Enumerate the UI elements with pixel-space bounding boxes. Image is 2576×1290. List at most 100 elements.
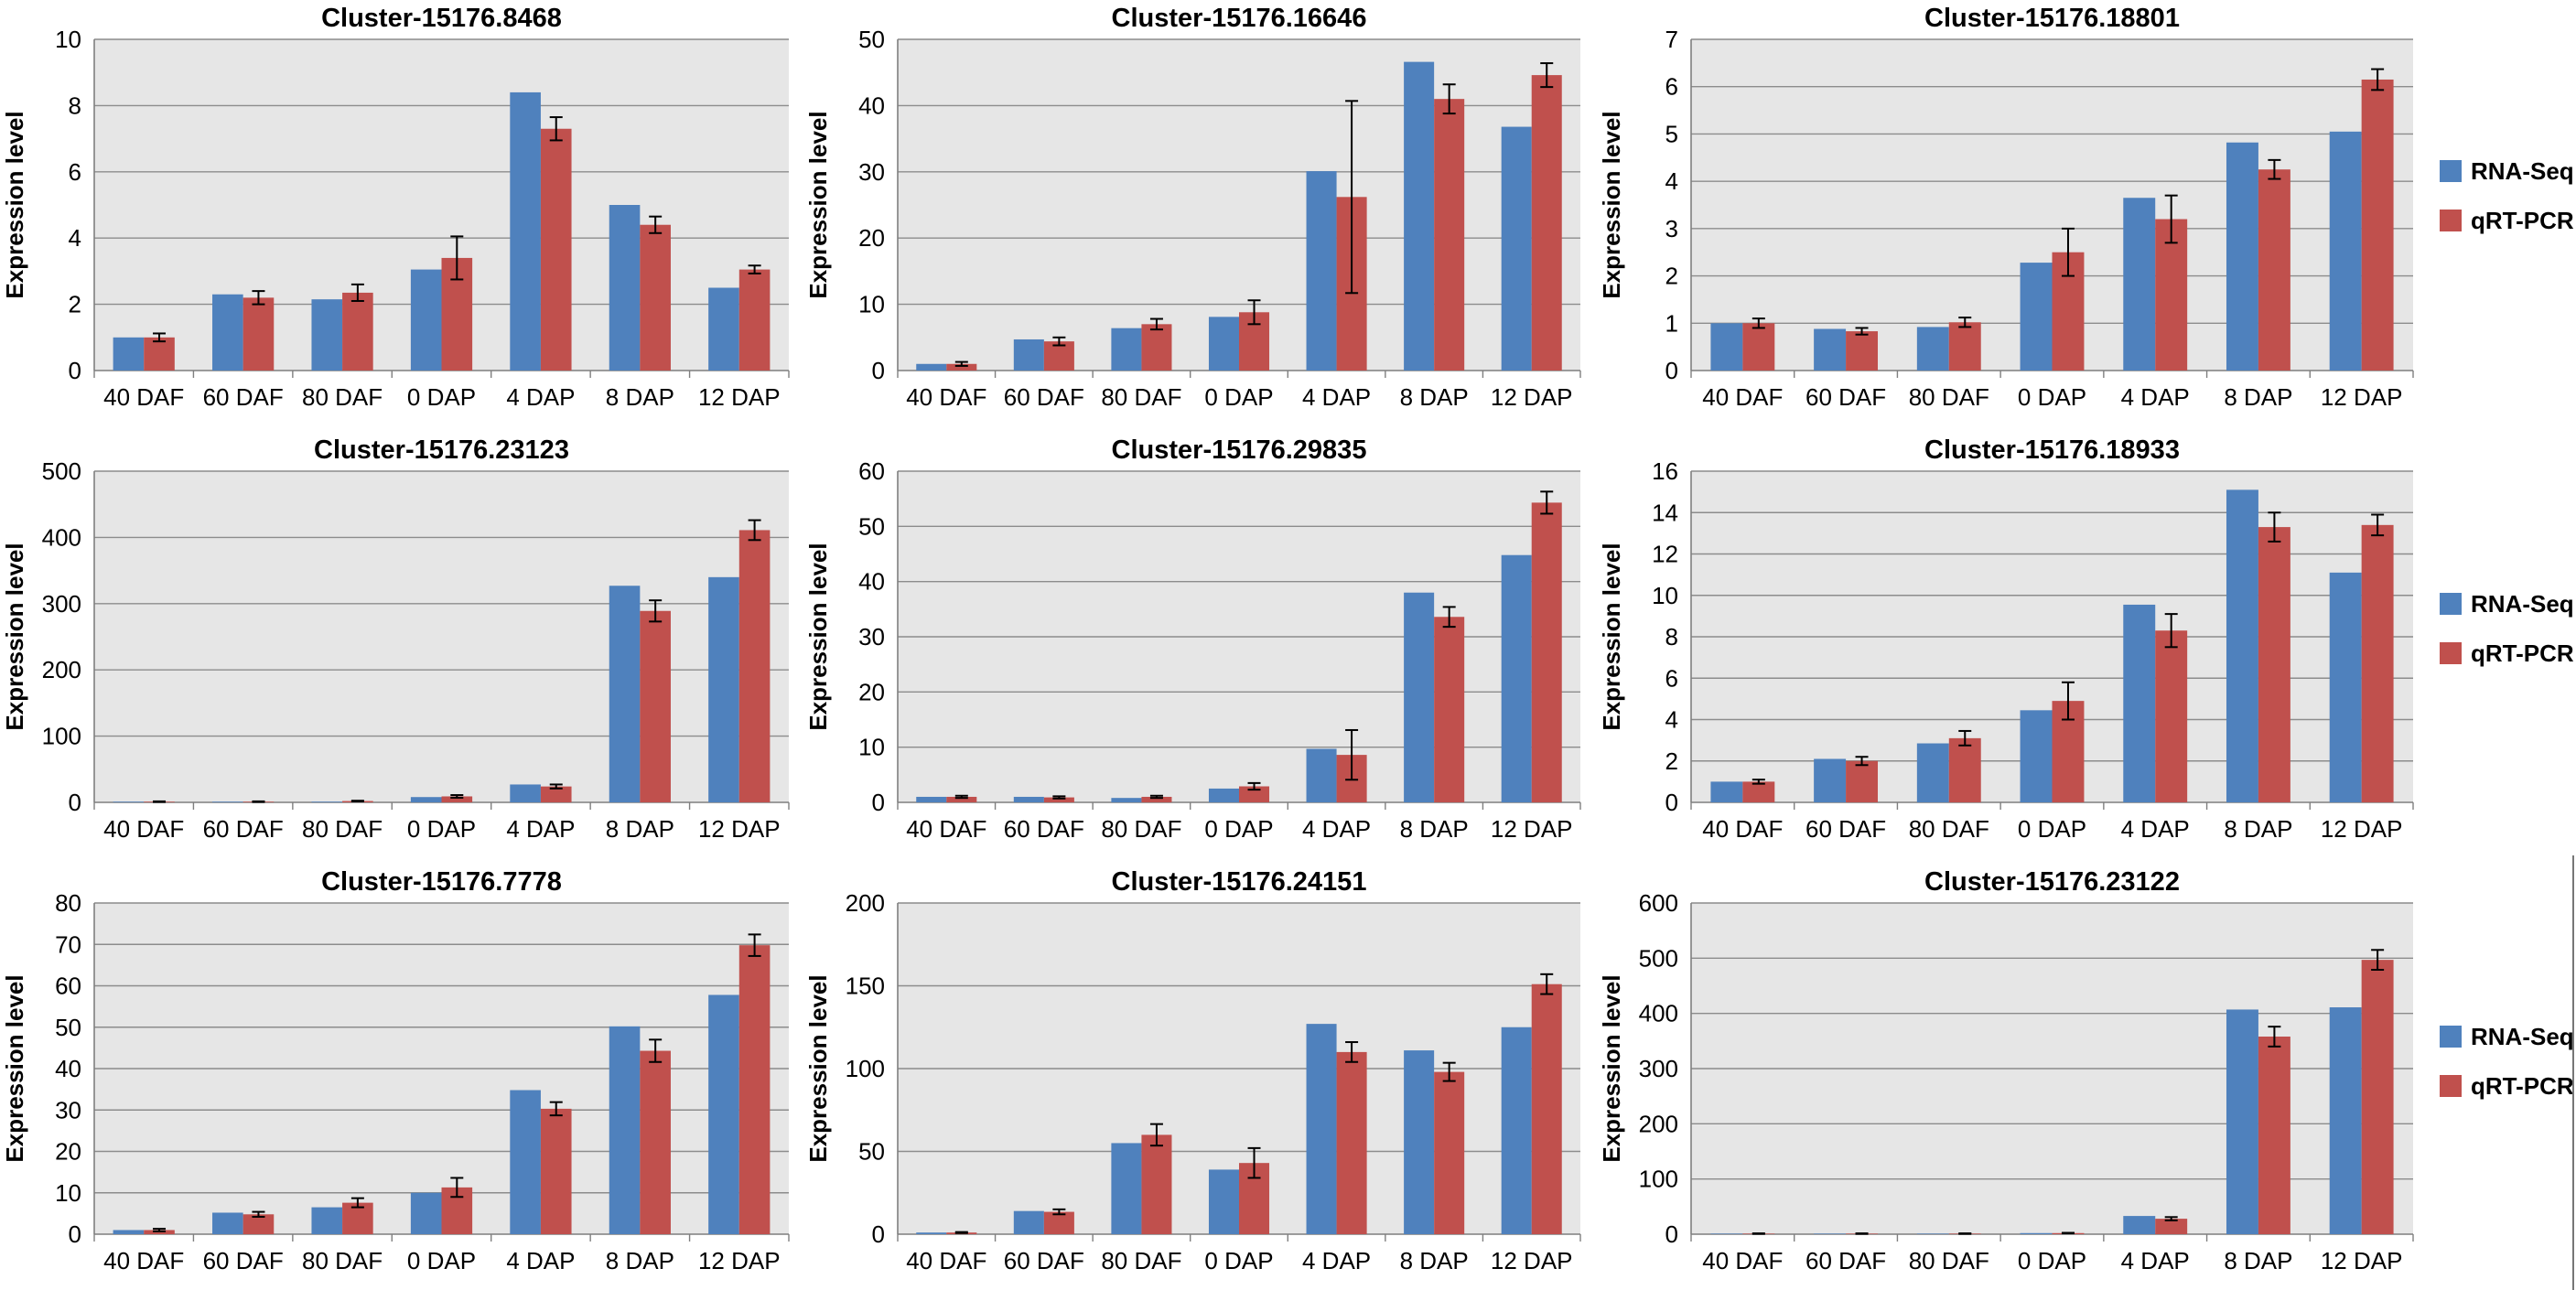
bar-rna-seq (708, 576, 739, 802)
y-tick-label: 40 (858, 91, 885, 119)
y-tick-label: 400 (1639, 1000, 1678, 1027)
bar-qrt-pcr (1846, 331, 1879, 371)
y-tick-label: 50 (55, 1014, 81, 1041)
x-tick-label: 40 DAF (103, 815, 184, 843)
bar-rna-seq (2123, 1216, 2156, 1234)
bar-rna-seq (1013, 1210, 1044, 1234)
bar-qrt-pcr (2361, 960, 2394, 1234)
bar-qrt-pcr (1141, 1134, 1172, 1234)
bar-rna-seq (1208, 1169, 1239, 1234)
chart-title: Cluster-15176.29835 (1112, 435, 1367, 465)
y-tick-label: 30 (858, 623, 885, 650)
chart-title: Cluster-15176.7778 (321, 867, 562, 897)
bar-rna-seq (1404, 1050, 1435, 1234)
x-tick-label: 4 DAP (1302, 383, 1371, 411)
x-tick-label: 0 DAP (407, 815, 476, 843)
bar-qrt-pcr (738, 530, 771, 802)
legend-label-qrt-pcr: qRT-PCR (2471, 207, 2574, 234)
legend-swatch-qrt-pcr (2440, 1075, 2462, 1097)
bar-qrt-pcr (2361, 524, 2394, 802)
x-tick-label: 8 DAP (606, 383, 674, 411)
bar-qrt-pcr (540, 786, 572, 802)
bar-rna-seq (1208, 788, 1239, 802)
plot-area (94, 471, 789, 802)
bar-qrt-pcr (540, 128, 572, 371)
x-tick-label: 12 DAP (698, 815, 781, 843)
y-tick-label: 4 (69, 224, 81, 252)
bar-rna-seq (212, 294, 243, 371)
bar-qrt-pcr (1141, 324, 1172, 371)
bar-qrt-pcr (738, 945, 771, 1234)
bar-rna-seq (1404, 592, 1435, 802)
y-tick-label: 16 (1652, 457, 1678, 485)
legend: RNA-Seq qRT-PCR (2440, 590, 2574, 667)
y-tick-label: 6 (69, 158, 81, 186)
y-tick-label: 10 (858, 291, 885, 318)
bar-rna-seq (1916, 327, 1949, 371)
bar-rna-seq (1111, 328, 1142, 371)
x-tick-label: 60 DAF (1805, 1247, 1886, 1274)
chart-title: Cluster-15176.16646 (1112, 4, 1367, 33)
bar-rna-seq (916, 796, 947, 802)
y-tick-label: 60 (55, 973, 81, 1000)
bar-rna-seq (609, 586, 641, 802)
bar-rna-seq (311, 299, 343, 371)
chart-title: Cluster-15176.18801 (1924, 4, 2180, 33)
bar-rna-seq (1013, 339, 1044, 371)
y-tick-label: 10 (55, 1179, 81, 1207)
y-tick-label: 20 (858, 678, 885, 705)
x-tick-label: 40 DAF (103, 1247, 184, 1274)
y-tick-label: 4 (1665, 167, 1678, 195)
bar-rna-seq (2020, 710, 2053, 802)
x-tick-label: 0 DAP (1204, 1247, 1273, 1274)
bar-rna-seq (510, 91, 541, 371)
x-tick-label: 0 DAP (407, 383, 476, 411)
legend: RNA-Seq qRT-PCR (2440, 157, 2574, 234)
x-tick-label: 40 DAF (906, 383, 986, 411)
bar-rna-seq (1501, 554, 1532, 802)
chart-panel: 0 1 2 3 4 5 6 7 40 DAF 60 DAF 80 DAF 0 DAP 4 DAP 8 DA… (1598, 4, 2414, 411)
bar-rna-seq (1306, 748, 1337, 802)
x-tick-label: 8 DAP (2224, 815, 2292, 843)
x-tick-label: 80 DAF (1101, 383, 1181, 411)
y-axis-title: Expression level (804, 974, 832, 1162)
bar-rna-seq (212, 801, 243, 802)
x-tick-label: 12 DAP (1491, 383, 1573, 411)
x-tick-label: 40 DAF (906, 815, 986, 843)
x-tick-label: 60 DAF (1004, 815, 1084, 843)
bar-qrt-pcr (243, 297, 275, 371)
y-tick-label: 30 (858, 158, 885, 186)
bar-rna-seq (1916, 743, 1949, 802)
chart-panel: 0 10 20 30 40 50 40 DAF 60 DAF 80 DAF 0 DAP 4 DAP 8… (804, 4, 1581, 411)
bar-qrt-pcr (738, 269, 771, 371)
legend: RNA-Seq qRT-PCR (2440, 1023, 2574, 1100)
y-axis-title: Expression level (1, 543, 28, 730)
y-tick-label: 50 (858, 1138, 885, 1166)
bar-rna-seq (1501, 126, 1532, 371)
bar-qrt-pcr (1742, 323, 1775, 371)
bar-qrt-pcr (2155, 219, 2188, 371)
y-axis-title: Expression level (804, 111, 832, 298)
bar-qrt-pcr (946, 363, 977, 371)
y-tick-label: 70 (55, 930, 81, 958)
bar-rna-seq (311, 1207, 343, 1234)
y-tick-label: 0 (69, 789, 81, 816)
x-tick-label: 0 DAP (407, 1247, 476, 1274)
bar-rna-seq (410, 1192, 442, 1234)
y-tick-label: 4 (1665, 706, 1678, 734)
bar-rna-seq (2226, 1009, 2258, 1234)
bar-rna-seq (510, 784, 541, 802)
x-tick-label: 0 DAP (1204, 815, 1273, 843)
y-tick-label: 12 (1652, 541, 1678, 568)
x-tick-label: 4 DAP (1302, 815, 1371, 843)
y-tick-label: 0 (872, 1220, 885, 1248)
bar-qrt-pcr (2258, 1037, 2290, 1234)
legend-swatch-qrt-pcr (2440, 210, 2462, 231)
y-tick-label: 0 (1665, 789, 1678, 816)
bar-qrt-pcr (946, 796, 977, 802)
bar-rna-seq (916, 1232, 947, 1234)
y-tick-label: 200 (42, 656, 81, 683)
bar-qrt-pcr (1434, 99, 1465, 371)
bar-qrt-pcr (640, 610, 671, 802)
bar-rna-seq (113, 801, 145, 802)
